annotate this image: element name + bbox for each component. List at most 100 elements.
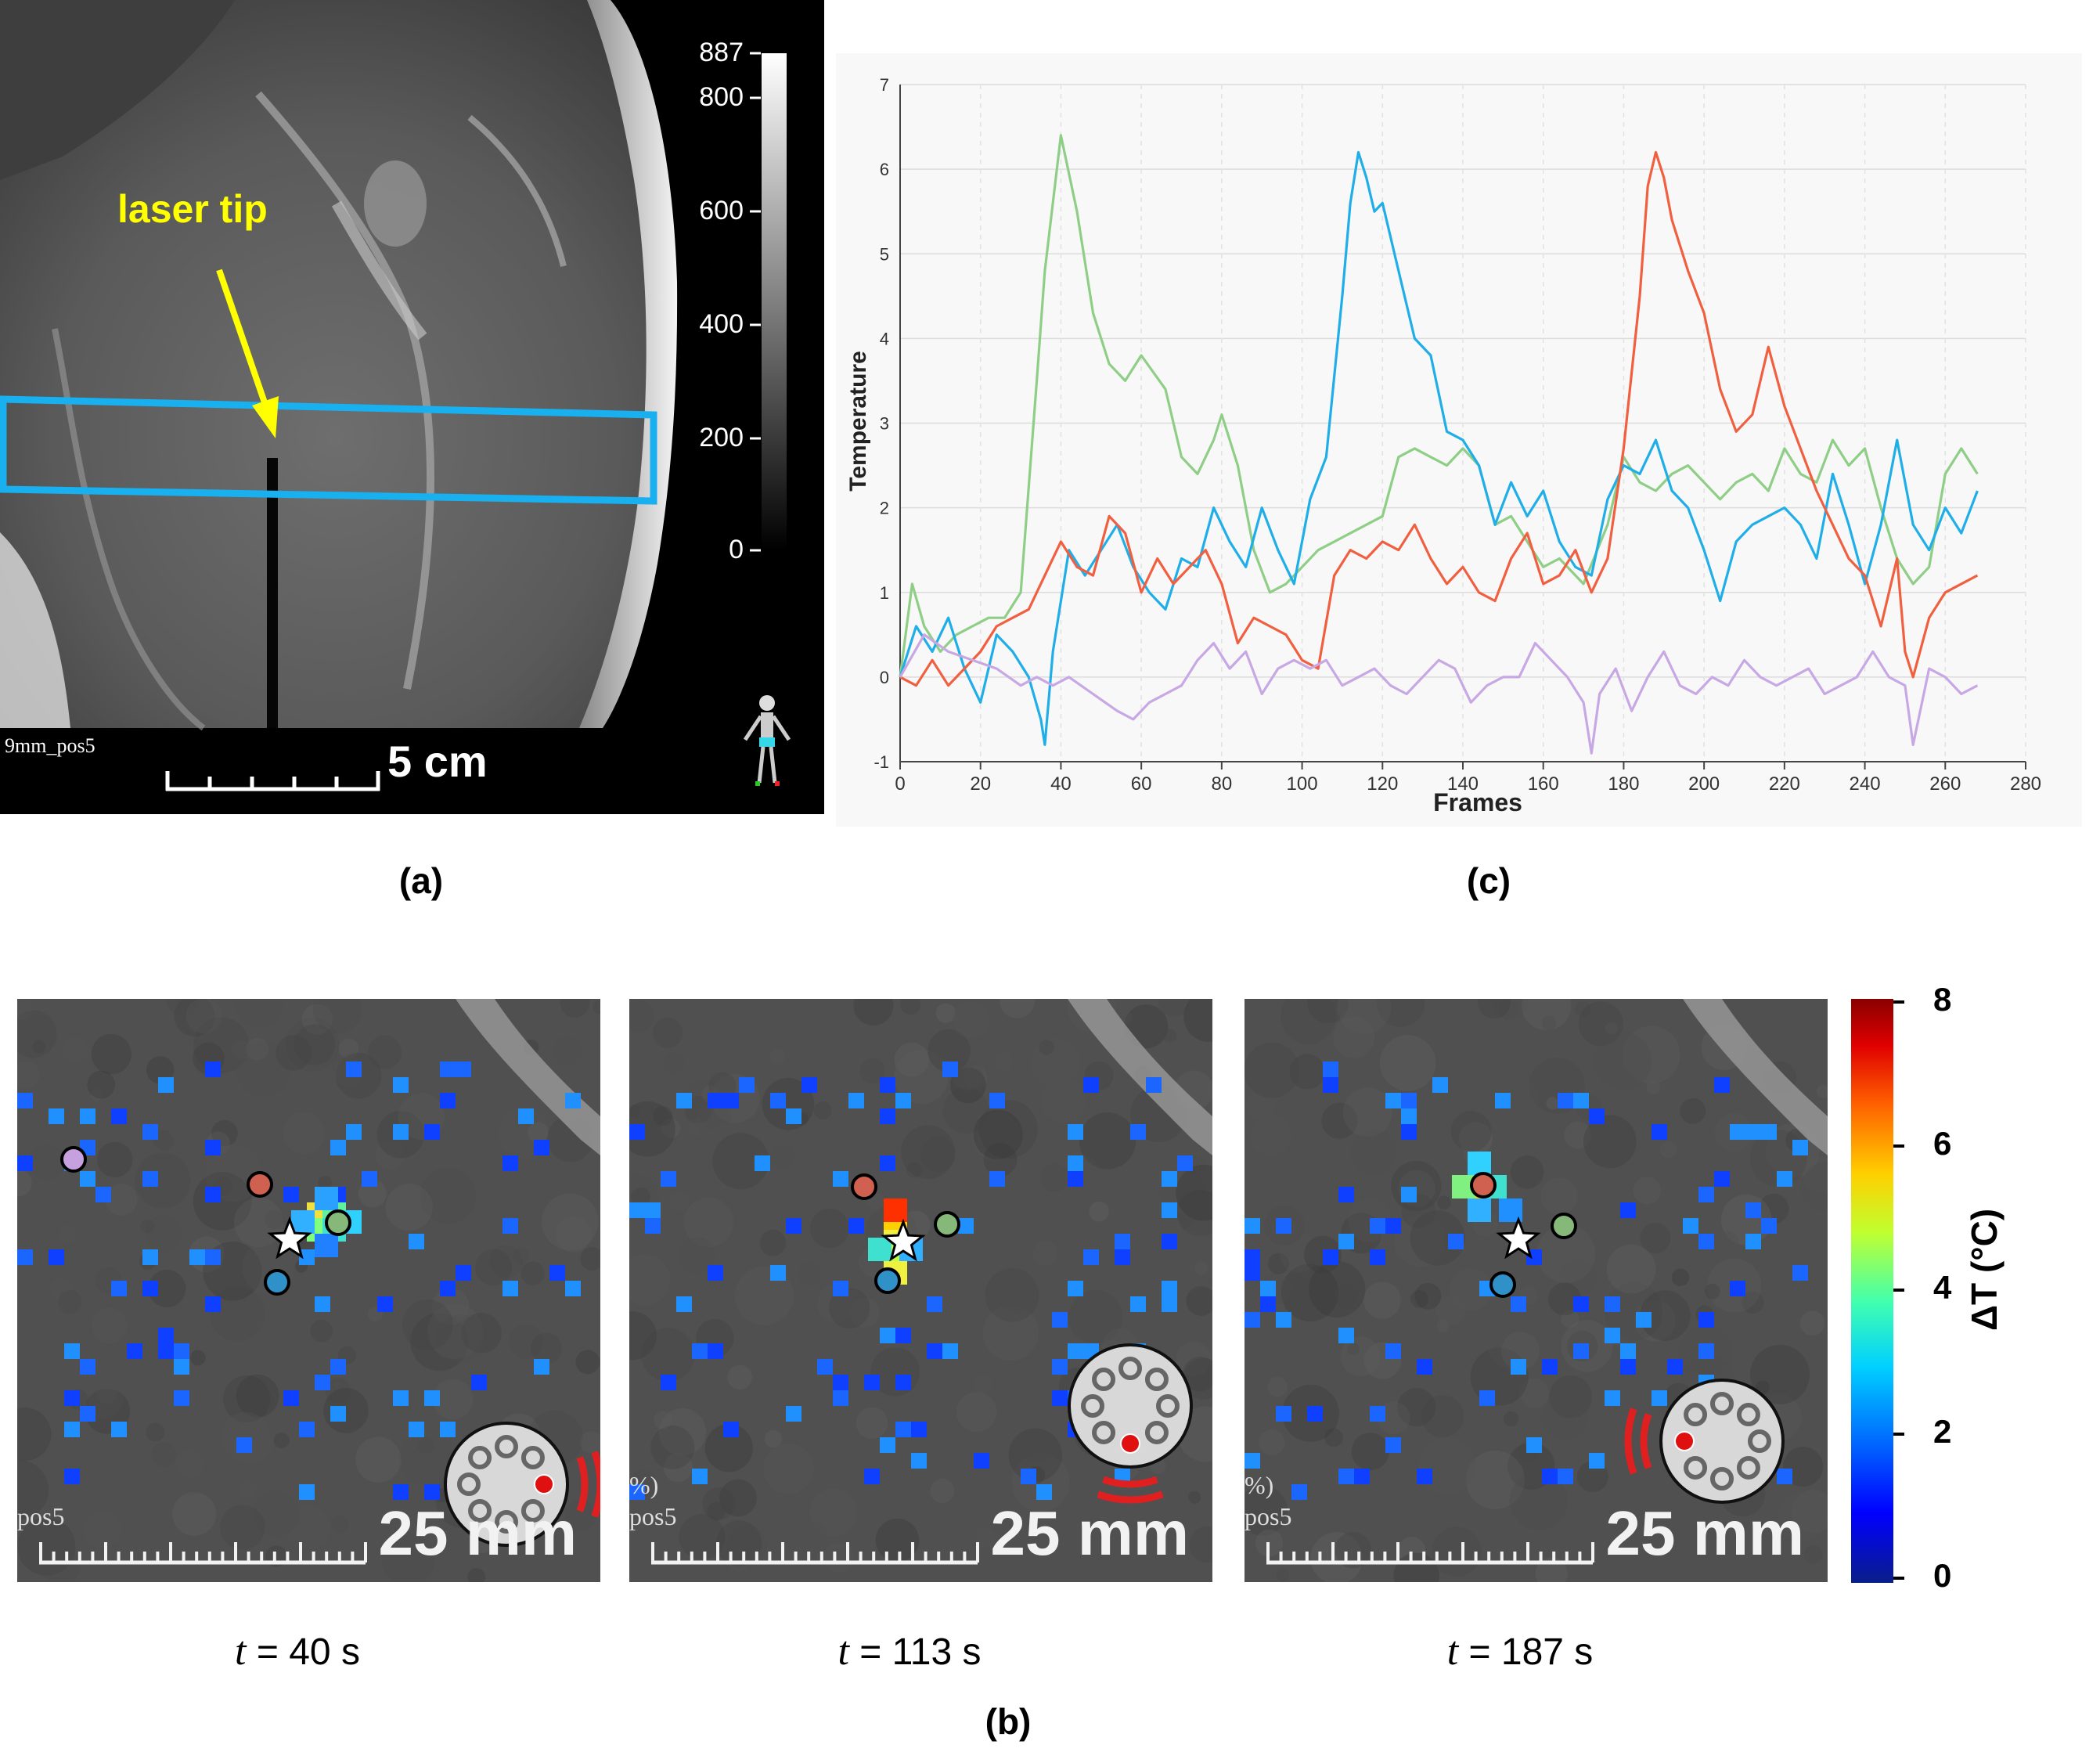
temperature-pixel — [1605, 1390, 1620, 1406]
temperature-pixel — [1730, 1124, 1745, 1140]
temperature-pixel — [1620, 1343, 1636, 1359]
temperature-pixel — [942, 1343, 958, 1359]
temperature-pixel — [1620, 1202, 1636, 1218]
hotspot-pixel — [291, 1210, 315, 1234]
temperature-pixel — [1052, 1359, 1068, 1375]
temperature-pixel — [1354, 1469, 1370, 1484]
delta-t-colorbar — [1851, 999, 1893, 1583]
temperature-pixel — [518, 1108, 534, 1124]
temperature-pixel — [80, 1406, 95, 1422]
temperature-pixel — [158, 1343, 174, 1359]
temperature-pixel — [64, 1422, 80, 1437]
temperature-pixel — [1162, 1171, 1177, 1187]
temperature-pixel — [1714, 1171, 1730, 1187]
x-tick-label: 120 — [1367, 773, 1398, 795]
coil-body — [1068, 1343, 1193, 1469]
temperature-pixel — [409, 1422, 424, 1437]
coil-element — [1684, 1455, 1708, 1480]
temperature-pixel — [205, 1187, 221, 1202]
x-tick-label: 140 — [1447, 773, 1479, 795]
probe-marker — [934, 1211, 960, 1238]
y-tick-label: 2 — [880, 499, 889, 518]
scale-bar-label: 5 cm — [387, 737, 488, 786]
coil-body — [1659, 1379, 1785, 1504]
probe-marker — [1551, 1213, 1577, 1239]
x-tick-label: 180 — [1608, 773, 1639, 795]
temperature-pixel — [895, 1375, 911, 1390]
temperature-pixel — [1385, 1093, 1401, 1108]
time-value: = 113 s — [859, 1631, 982, 1673]
temperature-pixel — [880, 1155, 895, 1171]
temperature-pixel — [911, 1453, 927, 1469]
temperature-pixel — [1338, 1187, 1354, 1202]
probe-marker — [60, 1146, 87, 1173]
temperature-pixel — [676, 1093, 692, 1108]
coil-element — [1684, 1403, 1708, 1427]
scale-bar-25mm — [39, 1542, 367, 1565]
colorbar-label-6: 6 — [1933, 1125, 1952, 1162]
temperature-pixel — [1162, 1296, 1177, 1312]
temperature-pixel — [848, 1093, 864, 1108]
thermometry-image — [17, 999, 600, 1582]
temperature-pixel — [95, 1187, 111, 1202]
colorbar-tick-mark — [1893, 1144, 1904, 1148]
temperature-pixel — [1683, 1218, 1698, 1234]
temperature-pixel — [565, 1281, 581, 1296]
x-tick-label: 240 — [1850, 773, 1881, 795]
y-tick-label: 5 — [880, 244, 889, 264]
temperature-pixel — [315, 1375, 330, 1390]
temperature-pixel — [1698, 1343, 1714, 1359]
temperature-pixel — [456, 1265, 471, 1281]
probe-marker — [247, 1171, 273, 1198]
temperature-pixel — [833, 1390, 848, 1406]
temperature-pixel — [1307, 1406, 1323, 1422]
emission-arc — [1624, 1408, 1637, 1475]
temperature-pixel — [864, 1375, 880, 1390]
colorbar-tick-887: 887 — [699, 38, 744, 67]
temperature-pixel — [393, 1124, 409, 1140]
temperature-pixel — [565, 1093, 581, 1108]
y-tick-label: 4 — [880, 329, 889, 348]
temperature-pixel — [1245, 1265, 1260, 1281]
probe-marker — [264, 1269, 290, 1296]
x-tick-label: 20 — [970, 773, 991, 795]
series-line-1 — [899, 134, 1979, 678]
panel-b-letter: (b) — [985, 1701, 1032, 1742]
temperature-pixel — [833, 1375, 848, 1390]
temperature-pixel — [1162, 1202, 1177, 1218]
vessel-structure — [1068, 999, 1212, 1155]
body-orientation-icon — [743, 695, 791, 786]
coil-element — [1092, 1368, 1116, 1392]
temperature-pixel — [127, 1343, 142, 1359]
temperature-pixel — [315, 1296, 330, 1312]
temperature-pixel — [1276, 1312, 1291, 1328]
temperature-pixel — [1761, 1124, 1777, 1140]
temperature-pixel — [1177, 1155, 1193, 1171]
temperature-pixel — [1792, 1265, 1808, 1281]
hotspot-pixel — [1468, 1198, 1491, 1222]
temperature-pixel — [189, 1249, 205, 1265]
percent-label: %) — [1245, 1471, 1274, 1499]
temperature-pixel — [142, 1249, 158, 1265]
coil-body — [444, 1422, 569, 1547]
temperature-pixel — [755, 1155, 770, 1171]
temperature-pixel — [1698, 1187, 1714, 1202]
coil-element — [468, 1498, 492, 1523]
scale-bar-25mm — [651, 1542, 979, 1565]
active-element — [1674, 1431, 1695, 1451]
temperature-pixel — [645, 1202, 661, 1218]
temperature-pixel — [346, 1062, 362, 1077]
temperature-pixel — [330, 1359, 346, 1375]
temperature-pixel — [283, 1187, 299, 1202]
coil-element — [1092, 1420, 1116, 1444]
probe-marker — [325, 1209, 351, 1236]
temperature-pixel — [1745, 1124, 1761, 1140]
coil-element — [1118, 1357, 1142, 1380]
temperature-pixel — [1573, 1296, 1589, 1312]
temperature-pixel — [1573, 1093, 1589, 1108]
temperature-pixel — [424, 1484, 440, 1500]
temperature-pixel — [456, 1062, 471, 1077]
temperature-pixel — [1511, 1359, 1526, 1375]
x-tick-label: 160 — [1528, 773, 1559, 795]
temperature-pixel — [158, 1077, 174, 1093]
